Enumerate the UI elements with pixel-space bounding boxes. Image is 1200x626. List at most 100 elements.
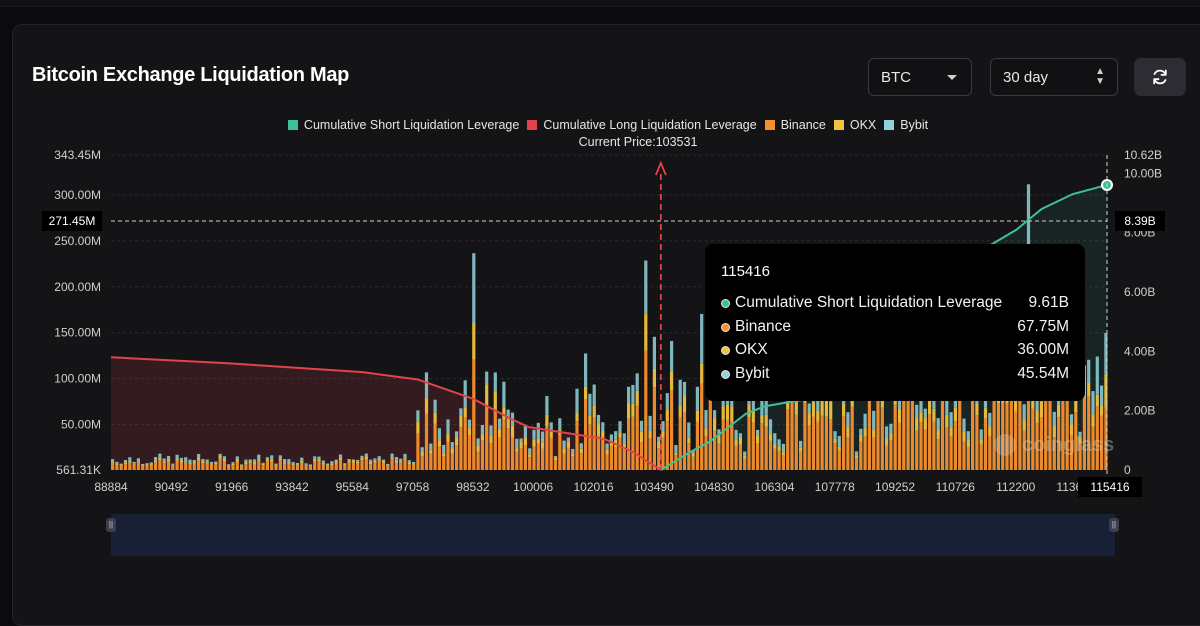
bar-segment bbox=[360, 460, 364, 470]
bar-segment bbox=[313, 461, 317, 470]
bar-segment bbox=[682, 396, 687, 412]
bar-segment bbox=[820, 415, 824, 470]
bar-segment bbox=[287, 463, 291, 470]
crosshair-left-label: 271.45M bbox=[49, 214, 96, 228]
bar-segment bbox=[584, 353, 588, 387]
bar-segment bbox=[351, 462, 355, 470]
crosshair-right-label: 8.39B bbox=[1124, 214, 1155, 228]
bar-segment bbox=[553, 457, 558, 461]
bar-segment bbox=[528, 448, 532, 455]
bar-segment bbox=[128, 457, 132, 461]
bar-segment bbox=[459, 415, 463, 428]
legend-swatch bbox=[764, 120, 775, 130]
bar-segment bbox=[1022, 430, 1026, 470]
bar-segment bbox=[338, 454, 343, 458]
bar-segment bbox=[1052, 437, 1056, 470]
bar-segment bbox=[596, 424, 601, 436]
bar-segment bbox=[730, 421, 734, 470]
bar-segment bbox=[386, 463, 390, 466]
x-tick-label: 104830 bbox=[694, 480, 734, 494]
bar-segment bbox=[463, 380, 467, 408]
bar-segment bbox=[747, 417, 751, 470]
bar-segment bbox=[162, 458, 166, 462]
bar-segment bbox=[687, 443, 691, 470]
bar-segment bbox=[760, 423, 764, 470]
coin-select[interactable]: BTC bbox=[868, 58, 972, 96]
bar-segment bbox=[618, 437, 622, 470]
bar-segment bbox=[201, 459, 205, 462]
bar-segment bbox=[743, 455, 747, 459]
bar-segment bbox=[773, 433, 777, 445]
bar-segment bbox=[209, 464, 214, 470]
bar-segment bbox=[188, 459, 192, 463]
bar-segment bbox=[450, 453, 454, 470]
bar-segment bbox=[1057, 405, 1061, 418]
bar-segment bbox=[283, 459, 287, 463]
bar-segment bbox=[412, 463, 416, 465]
bar-segment bbox=[553, 456, 558, 458]
bar-segment bbox=[562, 448, 566, 454]
bar-segment bbox=[519, 441, 523, 449]
bar-segment bbox=[635, 390, 639, 406]
bar-segment bbox=[773, 444, 777, 449]
bar-segment bbox=[377, 460, 381, 470]
bar-segment bbox=[498, 428, 502, 438]
bar-segment bbox=[983, 407, 988, 419]
bar-segment bbox=[119, 463, 123, 465]
bar-segment bbox=[455, 437, 459, 446]
bar-segment bbox=[786, 409, 790, 470]
bar-segment bbox=[1087, 382, 1091, 397]
slider-handle-right[interactable]: || bbox=[1109, 518, 1119, 532]
bar-segment bbox=[188, 464, 192, 470]
bar-segment bbox=[201, 461, 205, 464]
bar-segment bbox=[536, 443, 540, 470]
bar-segment bbox=[171, 465, 175, 470]
bar-segment bbox=[936, 439, 940, 470]
bar-segment bbox=[498, 418, 502, 429]
bar-segment bbox=[394, 457, 398, 461]
bar-segment bbox=[588, 424, 592, 470]
legend-item[interactable]: Binance bbox=[764, 118, 826, 132]
bar-segment bbox=[1001, 402, 1005, 470]
bar-segment bbox=[416, 433, 420, 470]
bar-segment bbox=[274, 466, 278, 470]
bar-segment bbox=[115, 464, 119, 470]
bar-segment bbox=[407, 464, 411, 470]
bar-segment bbox=[609, 434, 613, 442]
bar-segment bbox=[399, 458, 403, 463]
bar-segment bbox=[317, 461, 321, 470]
bar-segment bbox=[846, 426, 850, 438]
bar-segment bbox=[506, 428, 510, 470]
bar-segment bbox=[562, 453, 566, 470]
bar-segment bbox=[424, 398, 429, 414]
refresh-button[interactable] bbox=[1134, 58, 1186, 96]
bar-segment bbox=[945, 414, 949, 427]
legend-swatch bbox=[527, 120, 538, 130]
bar-segment bbox=[652, 368, 656, 388]
slider-handle-left[interactable]: || bbox=[106, 518, 116, 532]
range-select[interactable]: 30 day ▲ ▼ bbox=[990, 58, 1118, 96]
bar-segment bbox=[248, 459, 252, 462]
bar-segment bbox=[240, 465, 244, 467]
bar-segment bbox=[209, 463, 214, 465]
legend-item[interactable]: Bybit bbox=[884, 118, 928, 132]
bar-segment bbox=[291, 465, 295, 470]
bar-segment bbox=[596, 435, 601, 470]
bar-segment bbox=[867, 400, 871, 470]
bar-segment bbox=[515, 451, 519, 470]
legend-item[interactable]: OKX bbox=[833, 118, 876, 132]
legend-item[interactable]: Cumulative Short Liquidation Leverage bbox=[287, 118, 519, 132]
bar-segment bbox=[1061, 390, 1065, 470]
y-right-tick-label: 0 bbox=[1124, 463, 1131, 477]
bar-segment bbox=[369, 459, 373, 462]
legend-item[interactable]: Cumulative Long Liquidation Leverage bbox=[527, 118, 757, 132]
bar-segment bbox=[1069, 414, 1074, 425]
bar-segment bbox=[257, 459, 261, 461]
bar-segment bbox=[863, 413, 867, 429]
bar-segment bbox=[575, 421, 579, 470]
bar-segment bbox=[407, 460, 411, 463]
bar-segment bbox=[842, 403, 846, 417]
range-slider[interactable] bbox=[111, 514, 1115, 556]
bar-segment bbox=[906, 390, 910, 470]
crosshair-x-label: 115416 bbox=[1090, 480, 1129, 494]
